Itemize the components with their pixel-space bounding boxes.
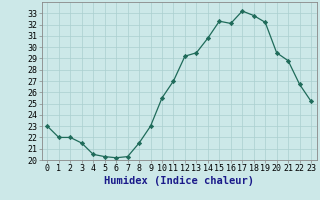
X-axis label: Humidex (Indice chaleur): Humidex (Indice chaleur) — [104, 176, 254, 186]
